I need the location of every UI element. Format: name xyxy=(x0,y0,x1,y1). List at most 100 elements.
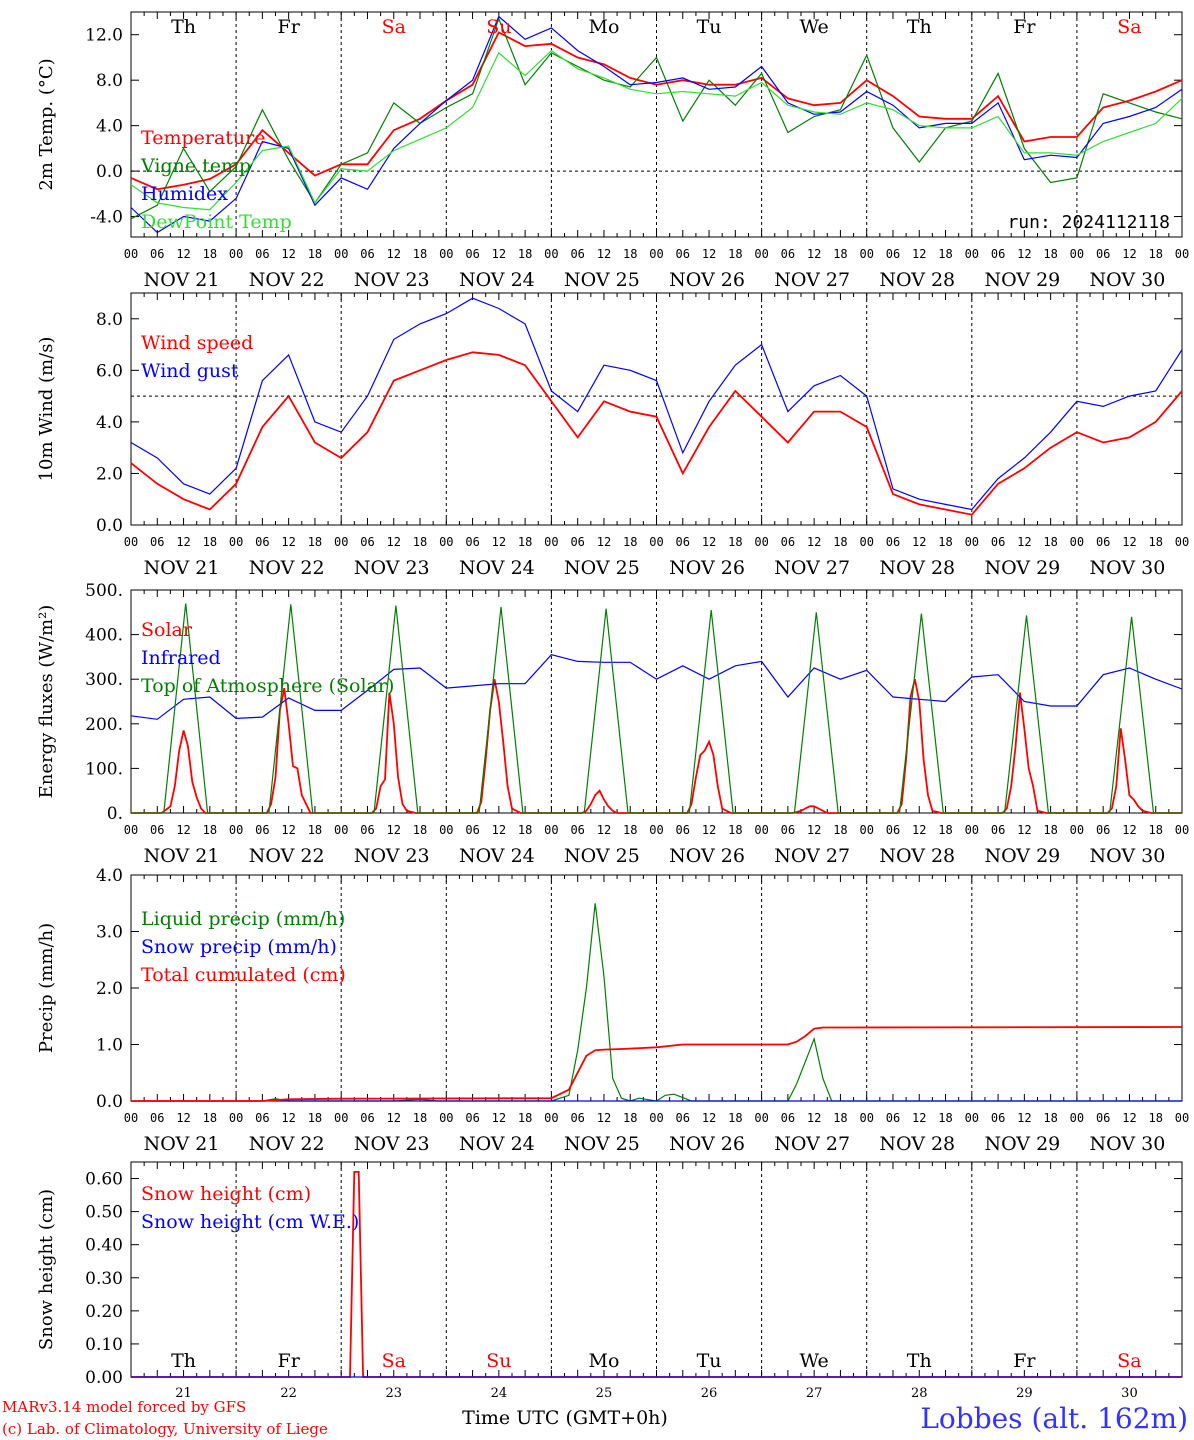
x-tick-label: 00 xyxy=(334,535,348,549)
x-tick-label: 12 xyxy=(1017,823,1031,837)
y-tick-label: 0.30 xyxy=(85,1269,123,1289)
y-tick-label: 8.0 xyxy=(96,71,123,91)
date-label: NOV 27 xyxy=(774,845,850,867)
x-tick-label: 18 xyxy=(1043,247,1057,261)
day-number-label: 22 xyxy=(280,1386,297,1401)
x-tick-label: 06 xyxy=(570,247,584,261)
x-tick-label: 18 xyxy=(1148,535,1162,549)
x-tick-label: 06 xyxy=(360,823,374,837)
day-number-label: 23 xyxy=(385,1386,402,1401)
x-tick-label: 06 xyxy=(570,1111,584,1125)
x-tick-label: 00 xyxy=(439,535,453,549)
panel-2: 8.0 6.0 4.0 2.0 0.0 10m Wind (m/s) Wind speed W… xyxy=(36,292,1189,579)
x-tick-label: 12 xyxy=(1122,1111,1136,1125)
x-tick-label: 12 xyxy=(281,1111,295,1125)
day-name-label: Tu xyxy=(697,16,722,38)
x-tick-label: 06 xyxy=(991,535,1005,549)
series-line-infrared xyxy=(130,654,1183,720)
day-name-label: Mo xyxy=(588,1350,619,1372)
x-tick-label: 00 xyxy=(1070,535,1084,549)
date-label: NOV 22 xyxy=(249,1133,325,1155)
y-tick-label: 400. xyxy=(85,626,123,646)
series-line-dewpoint-temp xyxy=(130,49,1183,211)
x-tick-label: 18 xyxy=(308,247,322,261)
x-tick-label: 00 xyxy=(124,535,138,549)
legend-entry: Top of Atmosphere (Solar) xyxy=(141,675,394,697)
x-tick-label: 06 xyxy=(886,535,900,549)
x-tick-label: 06 xyxy=(781,247,795,261)
x-tick-label: 12 xyxy=(912,535,926,549)
date-label: NOV 23 xyxy=(354,269,430,291)
x-tick-label: 00 xyxy=(859,247,873,261)
x-tick-label: 18 xyxy=(308,1111,322,1125)
date-label: NOV 29 xyxy=(984,845,1060,867)
legend-entry: Wind gust xyxy=(141,360,239,382)
series-line-temperature xyxy=(130,31,1183,191)
date-label: NOV 25 xyxy=(564,1133,640,1155)
date-label: NOV 27 xyxy=(774,1133,850,1155)
date-label: NOV 21 xyxy=(144,1133,220,1155)
x-tick-label: 06 xyxy=(781,1111,795,1125)
y-tick-label: 6.0 xyxy=(96,361,123,381)
x-tick-label: 06 xyxy=(465,535,479,549)
day-name-label: We xyxy=(800,16,829,38)
x-tick-label: 00 xyxy=(334,247,348,261)
day-name-label: Sa xyxy=(382,16,406,38)
x-tick-label: 00 xyxy=(1175,535,1189,549)
x-tick-label: 00 xyxy=(859,823,873,837)
x-tick-label: 18 xyxy=(518,823,532,837)
day-name-label: Th xyxy=(171,16,196,38)
x-tick-label: 06 xyxy=(1096,247,1110,261)
x-tick-label: 12 xyxy=(1017,535,1031,549)
x-tick-label: 06 xyxy=(255,535,269,549)
x-tick-label: 12 xyxy=(387,535,401,549)
x-tick-label: 12 xyxy=(492,247,506,261)
x-tick-label: 06 xyxy=(781,823,795,837)
legend-entry: Solar xyxy=(141,619,193,641)
series-line-vigne-temp xyxy=(130,17,1183,220)
date-label: NOV 26 xyxy=(669,269,745,291)
day-name-label: Su xyxy=(486,16,511,38)
x-tick-label: 18 xyxy=(1043,535,1057,549)
x-tick-label: 12 xyxy=(1017,247,1031,261)
day-number-label: 21 xyxy=(175,1386,192,1401)
x-tick-label: 18 xyxy=(203,1111,217,1125)
x-tick-label: 06 xyxy=(150,823,164,837)
day-name-label: Sa xyxy=(1117,1350,1141,1372)
x-tick-label: 18 xyxy=(833,823,847,837)
x-tick-label: 18 xyxy=(728,535,742,549)
day-number-label: 28 xyxy=(911,1386,928,1401)
y-tick-label: 0.0 xyxy=(96,516,123,536)
day-name-label: Sa xyxy=(1117,16,1141,38)
x-tick-label: 00 xyxy=(439,823,453,837)
x-tick-label: 18 xyxy=(938,535,952,549)
x-tick-label: 00 xyxy=(965,535,979,549)
x-tick-label: 18 xyxy=(413,535,427,549)
date-label: NOV 25 xyxy=(564,269,640,291)
legend-entry: Wind speed xyxy=(141,332,253,354)
date-label: NOV 23 xyxy=(354,1133,430,1155)
x-tick-label: 18 xyxy=(833,1111,847,1125)
x-tick-label: 18 xyxy=(518,1111,532,1125)
day-name-label: We xyxy=(800,1350,829,1372)
legend-entry: Infrared xyxy=(141,647,221,669)
x-tick-label: 00 xyxy=(649,247,663,261)
y-tick-label: 4.0 xyxy=(96,866,123,886)
x-tick-label: 18 xyxy=(623,1111,637,1125)
x-tick-label: 18 xyxy=(623,535,637,549)
credit-line-2: (c) Lab. of Climatology, University of L… xyxy=(2,1420,328,1438)
date-label: NOV 26 xyxy=(669,557,745,579)
date-label: NOV 24 xyxy=(459,269,535,291)
x-tick-label: 00 xyxy=(859,535,873,549)
y-tick-label: 0.0 xyxy=(96,1092,123,1112)
x-tick-label: 18 xyxy=(1043,823,1057,837)
x-tick-label: 00 xyxy=(1175,1111,1189,1125)
x-tick-label: 00 xyxy=(439,1111,453,1125)
x-tick-label: 00 xyxy=(334,823,348,837)
x-tick-label: 12 xyxy=(807,1111,821,1125)
x-tick-label: 06 xyxy=(676,247,690,261)
x-tick-label: 00 xyxy=(229,247,243,261)
x-tick-label: 12 xyxy=(176,247,190,261)
date-label: NOV 24 xyxy=(459,845,535,867)
x-tick-label: 18 xyxy=(623,247,637,261)
